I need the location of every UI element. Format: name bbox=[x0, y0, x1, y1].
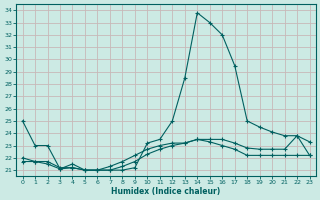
X-axis label: Humidex (Indice chaleur): Humidex (Indice chaleur) bbox=[111, 187, 221, 196]
